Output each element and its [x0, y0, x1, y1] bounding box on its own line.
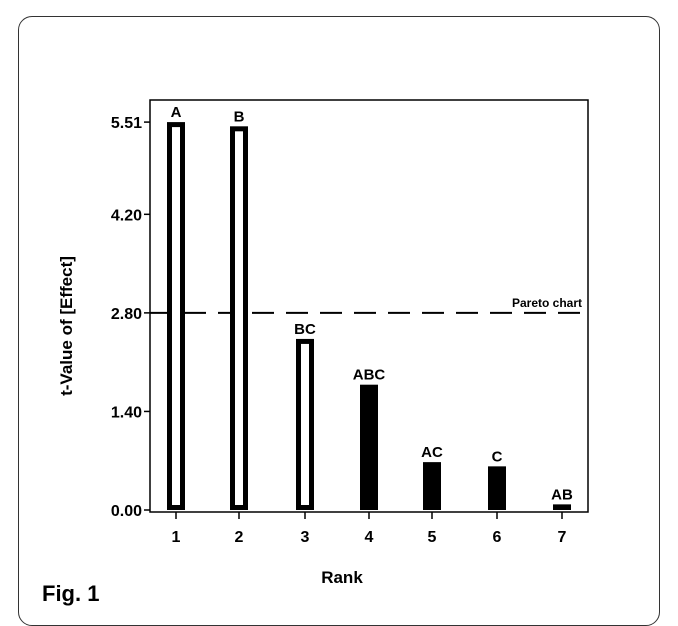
bar-label: B: [234, 108, 245, 125]
bar-c: [488, 466, 506, 510]
y-axis: 0.00 1.40 2.80 4.20 5.51: [111, 115, 150, 520]
y-tick-label: 5.51: [111, 115, 142, 132]
bar-bc: [296, 338, 314, 511]
bar-label: A: [171, 104, 182, 121]
bar-label: AC: [421, 444, 443, 461]
y-tick-label: 1.40: [111, 404, 142, 421]
pareto-reference-label: Pareto chart: [512, 296, 582, 310]
x-tick-label: 6: [493, 529, 502, 546]
x-tick-label: 4: [365, 529, 374, 546]
bar-a: [167, 122, 185, 510]
figure-frame: [18, 16, 660, 626]
bar-ab: [553, 504, 571, 510]
bar-label: BC: [294, 321, 316, 338]
bar-label: AB: [551, 486, 573, 503]
bar-abc: [360, 384, 378, 510]
figure-caption: Fig. 1: [42, 581, 100, 606]
x-tick-label: 7: [558, 529, 567, 546]
y-tick-label: 2.80: [111, 306, 142, 323]
y-axis-title: t-Value of [Effect]: [57, 256, 76, 396]
x-axis-title: Rank: [321, 568, 363, 587]
y-tick-label: 0.00: [111, 503, 142, 520]
x-tick-label: 1: [172, 529, 181, 546]
x-axis: 1 2 3 4 5 6 7: [172, 512, 567, 546]
x-tick-label: 5: [428, 529, 437, 546]
bar-label: C: [492, 448, 503, 465]
x-tick-label: 3: [301, 529, 310, 546]
bar-b: [230, 126, 248, 510]
y-tick-label: 4.20: [111, 207, 142, 224]
x-tick-label: 2: [235, 529, 244, 546]
reference-line-group: Pareto chart: [150, 296, 588, 314]
bar-ac: [423, 462, 441, 510]
bar-label: ABC: [353, 367, 386, 384]
